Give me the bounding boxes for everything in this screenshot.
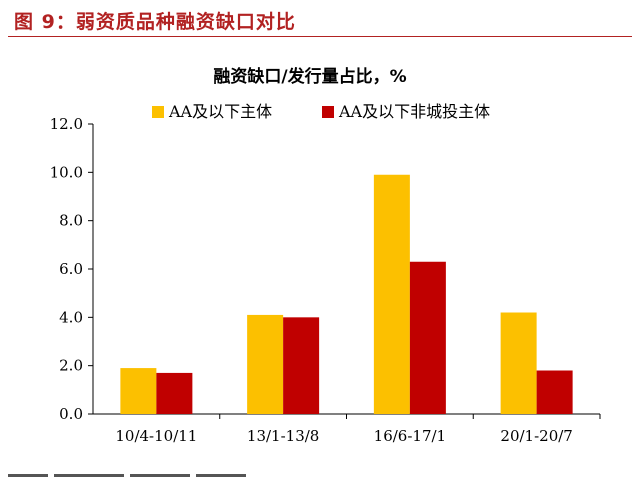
bar-aa-all-2 bbox=[373, 174, 410, 414]
y-tick-label: 12.0 bbox=[50, 115, 83, 133]
x-tick-label: 20/1-20/7 bbox=[500, 427, 572, 445]
legend-label: AA及以下非城投主体 bbox=[338, 102, 490, 121]
bar-aa-all-0 bbox=[120, 368, 157, 414]
y-tick-label: 4.0 bbox=[59, 308, 83, 326]
x-tick-label: 10/4-10/11 bbox=[115, 427, 197, 445]
y-tick-label: 0.0 bbox=[59, 405, 83, 423]
legend: AA及以下主体 AA及以下非城投主体 bbox=[152, 102, 490, 121]
bar-aa-non-chengtou-0 bbox=[156, 372, 193, 414]
bars bbox=[120, 174, 573, 414]
legend-label: AA及以下主体 bbox=[168, 102, 272, 121]
legend-swatch bbox=[322, 106, 334, 118]
bar-aa-non-chengtou-2 bbox=[409, 261, 446, 414]
chart-title: 融资缺口/发行量占比，% bbox=[213, 67, 407, 87]
figure-header: 图 9：弱资质品种融资缺口对比 bbox=[0, 0, 640, 38]
y-tick-label: 10.0 bbox=[50, 163, 83, 181]
bar-aa-all-3 bbox=[500, 312, 537, 414]
y-tick-label: 2.0 bbox=[59, 357, 83, 375]
y-tick-label: 8.0 bbox=[59, 212, 83, 230]
bar-aa-non-chengtou-3 bbox=[536, 370, 573, 414]
bar-aa-non-chengtou-1 bbox=[283, 317, 320, 414]
figure-title: 图 9：弱资质品种融资缺口对比 bbox=[14, 11, 296, 33]
x-tick-label: 16/6-17/1 bbox=[374, 427, 446, 445]
footnote-cutoff bbox=[8, 470, 268, 479]
x-tick-label: 13/1-13/8 bbox=[247, 427, 319, 445]
axes: 0.0 2.0 4.0 6.0 8.0 10.0 12.0 10/4-10/11 13/1-13… bbox=[50, 115, 601, 445]
header-divider bbox=[8, 36, 632, 37]
y-tick-label: 6.0 bbox=[59, 260, 83, 278]
bar-aa-all-1 bbox=[247, 314, 284, 414]
legend-swatch bbox=[152, 106, 164, 118]
